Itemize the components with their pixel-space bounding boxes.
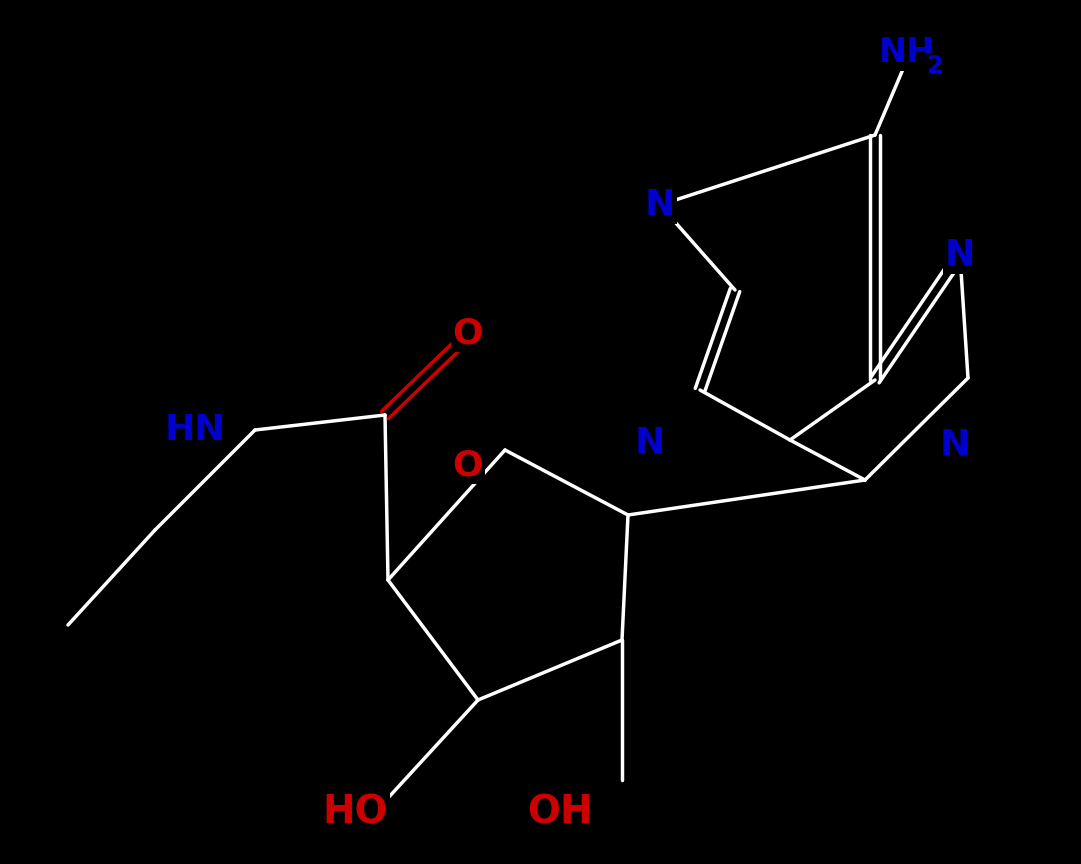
Text: 2: 2 [925,54,943,78]
Text: HO: HO [322,793,388,831]
Text: N: N [945,238,975,272]
Text: O: O [453,316,483,350]
Text: N: N [644,188,676,222]
Text: O: O [453,448,483,482]
Text: N: N [635,426,665,460]
Text: NH: NH [879,36,935,69]
Text: OH: OH [528,793,592,831]
Text: HN: HN [164,413,225,447]
Text: N: N [939,428,970,462]
